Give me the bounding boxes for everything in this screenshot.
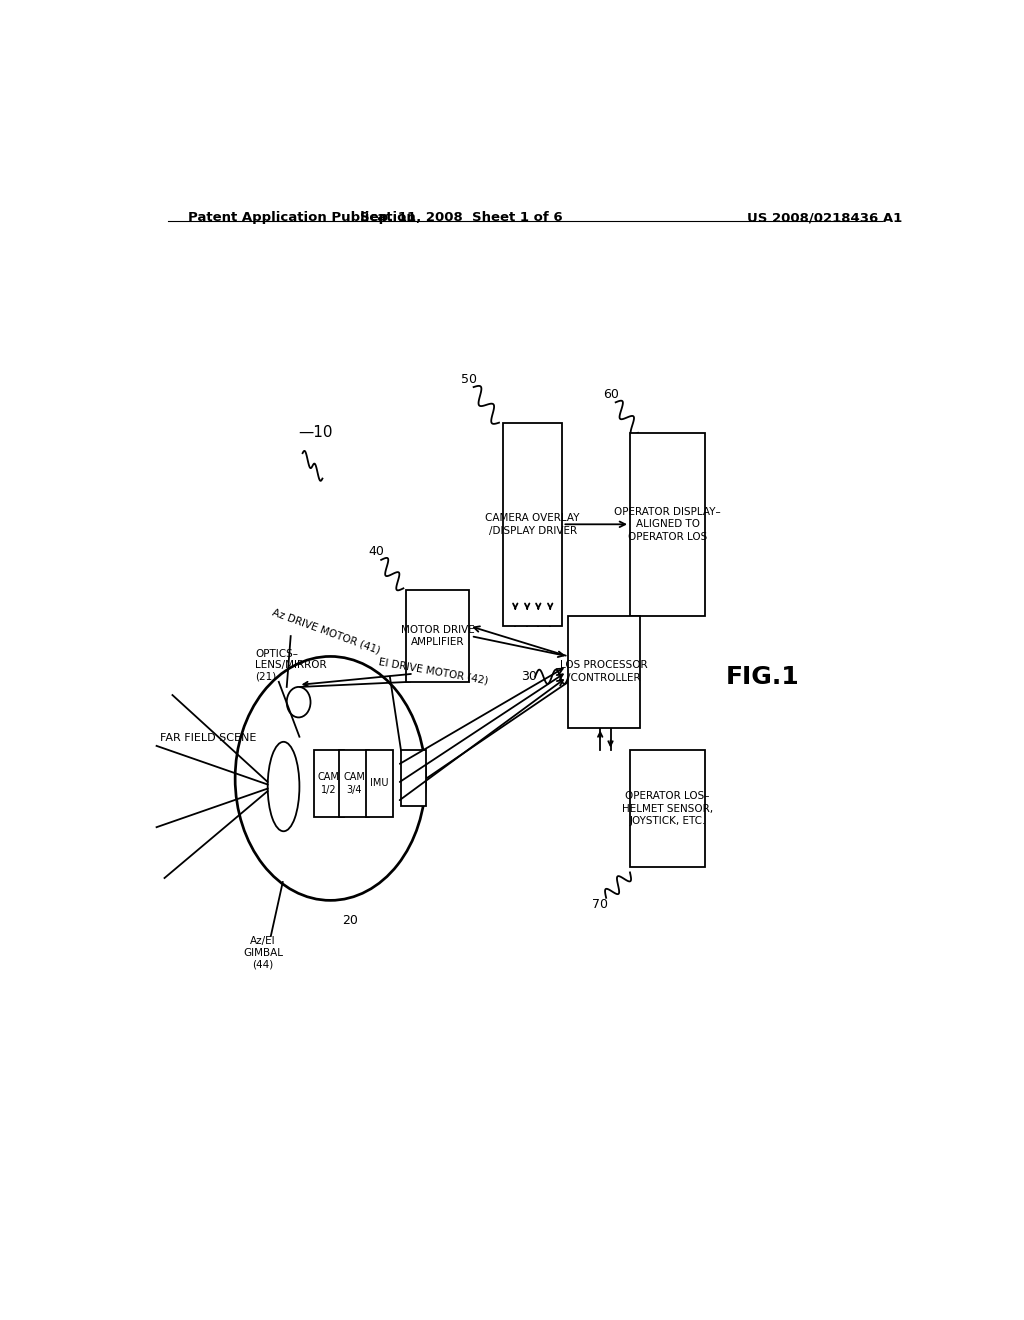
Text: OPERATOR DISPLAY–
ALIGNED TO
OPERATOR LOS: OPERATOR DISPLAY– ALIGNED TO OPERATOR LO… — [614, 507, 721, 541]
Text: OPTICS–
LENS/MIRROR
(21): OPTICS– LENS/MIRROR (21) — [255, 648, 327, 682]
Bar — [406, 590, 469, 682]
Bar — [366, 751, 393, 817]
Text: FIG.1: FIG.1 — [726, 665, 800, 689]
Text: CAM
3/4: CAM 3/4 — [343, 772, 366, 795]
Bar — [630, 751, 706, 867]
Text: Patent Application Publication: Patent Application Publication — [187, 211, 416, 224]
Text: 20: 20 — [342, 915, 358, 927]
Bar — [568, 615, 640, 727]
Bar — [401, 751, 426, 807]
Text: 40: 40 — [369, 545, 384, 558]
Text: Az/El
GIMBAL
(44): Az/El GIMBAL (44) — [243, 936, 283, 969]
Text: 50: 50 — [461, 374, 477, 387]
Bar — [313, 751, 344, 817]
Text: CAM
1/2: CAM 1/2 — [317, 772, 340, 795]
Bar — [630, 433, 706, 615]
Text: 70: 70 — [592, 899, 608, 911]
Text: FAR FIELD SCENE: FAR FIELD SCENE — [160, 733, 256, 743]
Bar — [503, 422, 562, 626]
Text: IMU: IMU — [371, 779, 389, 788]
Text: 60: 60 — [603, 388, 618, 401]
Text: Sep. 11, 2008  Sheet 1 of 6: Sep. 11, 2008 Sheet 1 of 6 — [360, 211, 562, 224]
Text: CAMERA OVERLAY
/DISPLAY DRIVER: CAMERA OVERLAY /DISPLAY DRIVER — [485, 513, 580, 536]
Bar — [339, 751, 370, 817]
Text: LOS PROCESSOR
/CONTROLLER: LOS PROCESSOR /CONTROLLER — [560, 660, 648, 682]
Text: MOTOR DRIVE
AMPLIFIER: MOTOR DRIVE AMPLIFIER — [400, 624, 474, 647]
Text: 30: 30 — [521, 671, 537, 684]
Text: US 2008/0218436 A1: US 2008/0218436 A1 — [748, 211, 902, 224]
Text: Az DRIVE MOTOR (41): Az DRIVE MOTOR (41) — [270, 607, 382, 655]
Text: El DRIVE MOTOR (42): El DRIVE MOTOR (42) — [378, 657, 489, 686]
Text: OPERATOR LOS–
HELMET SENSOR,
JOYSTICK, ETC.: OPERATOR LOS– HELMET SENSOR, JOYSTICK, E… — [623, 792, 713, 826]
Text: —10: —10 — [299, 425, 333, 441]
